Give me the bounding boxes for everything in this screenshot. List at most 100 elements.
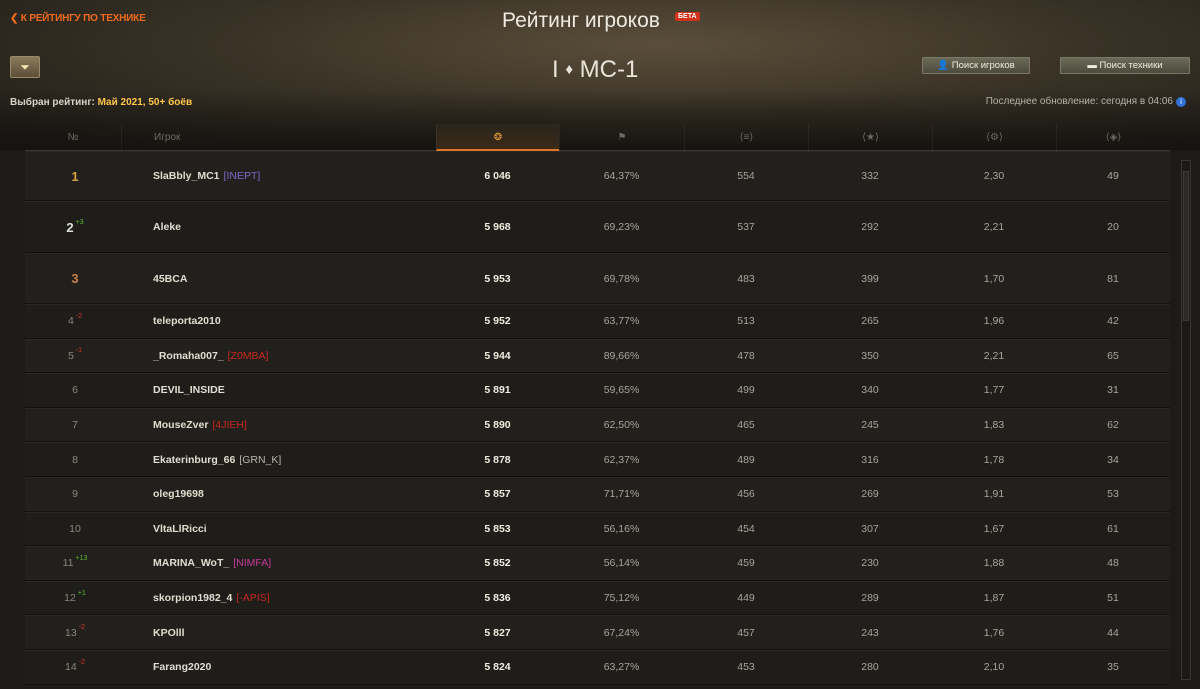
scrollbar-thumb[interactable] [1183, 171, 1189, 321]
damage-cell: 1,83 [983, 419, 1005, 432]
search-players-label: Поиск игроков [951, 60, 1015, 71]
rank-cell: 4 -2 [55, 305, 95, 338]
spotting-cell: 49 [1107, 170, 1119, 182]
player-cell[interactable]: _Romaha007_ [Z0MBA] [153, 340, 268, 373]
player-cell[interactable]: KPOlll [153, 616, 185, 649]
search-vehicles-label: Поиск техники [1099, 60, 1163, 71]
spotting-cell: 61 [1107, 522, 1119, 535]
filter-button[interactable]: ⏷ [10, 56, 40, 78]
table-row[interactable]: 14 -2 Farang2020 5 824 63,27% 453 280 2,10 3… [25, 649, 1170, 685]
spotting-cell: 42 [1107, 315, 1119, 328]
rank-number: 14 [65, 661, 77, 674]
rating-cell: 5 890 [484, 419, 511, 432]
player-name[interactable]: skorpion1982_4 [153, 592, 233, 605]
rating-cell: 5 891 [484, 384, 511, 397]
column-rating[interactable]: ❂ [436, 124, 559, 151]
player-cell[interactable]: skorpion1982_4 [-APIS] [153, 582, 270, 615]
player-cell[interactable]: teleporta2010 [153, 305, 221, 338]
column-experience[interactable]: ⟨★⟩ [808, 124, 932, 151]
spotting-cell: 20 [1107, 221, 1119, 233]
clan-tag[interactable]: [Z0MBA] [227, 349, 269, 362]
table-row[interactable]: 7 MouseZver [4JIEH] 5 890 62,50% 465 245 1,8… [25, 407, 1170, 443]
battles-cell: 449 [737, 592, 755, 605]
clan-tag[interactable]: [4JIEH] [212, 419, 247, 432]
tank-tier: I [552, 56, 559, 83]
damage-cell: 2,10 [983, 661, 1005, 674]
rank-cell: 2 +3 [55, 202, 95, 252]
player-name[interactable]: Ekaterinburg_66 [153, 453, 236, 466]
rank-cell: 5 -1 [55, 340, 95, 373]
clan-tag[interactable]: [-APIS] [236, 592, 270, 605]
damage-cell: 2,21 [983, 349, 1005, 362]
table-row[interactable]: 2 +3 Aleke 5 968 69,23% 537 292 2,21 20 [25, 201, 1170, 253]
column-damage[interactable]: ⟨⚙⟩ [932, 124, 1056, 151]
player-name[interactable]: MouseZver [153, 419, 209, 432]
player-cell[interactable]: MouseZver [4JIEH] [153, 409, 247, 442]
user-icon: 👤 [937, 60, 950, 71]
player-cell[interactable]: 45BCA [153, 254, 187, 303]
table-row[interactable]: 3 45BCA 5 953 69,78% 483 399 1,70 81 [25, 253, 1170, 304]
rating-cell: 5 827 [484, 626, 511, 639]
column-rank[interactable]: № [67, 132, 79, 143]
player-name[interactable]: SlaBbly_MC1 [153, 170, 220, 182]
table-row[interactable]: 5 -1 _Romaha007_ [Z0MBA] 5 944 89,66% 478 3… [25, 338, 1170, 374]
experience-cell: 399 [861, 272, 879, 285]
clan-tag[interactable]: [INEPT] [223, 170, 261, 182]
rank-number: 5 [67, 349, 74, 362]
player-cell[interactable]: VltaLlRicci [153, 513, 207, 546]
winrate-cell: 67,24% [603, 626, 640, 639]
player-name[interactable]: Aleke [153, 221, 182, 233]
experience-cell: 280 [861, 661, 879, 674]
scrollbar[interactable] [1181, 160, 1191, 680]
player-name[interactable]: VltaLlRicci [153, 522, 207, 535]
search-vehicles-button[interactable]: ▬ Поиск техники [1060, 57, 1190, 74]
player-name[interactable]: 45BCA [153, 272, 188, 285]
winrate-cell: 69,23% [603, 221, 640, 233]
column-winrate[interactable]: ⚑ [559, 124, 684, 151]
column-spotting[interactable]: ⟨◈⟩ [1056, 124, 1170, 151]
table-row[interactable]: 9 oleg19698 5 857 71,71% 456 269 1,91 53 [25, 476, 1170, 512]
experience-cell: 340 [861, 384, 879, 397]
rating-cell: 6 046 [484, 170, 511, 182]
player-name[interactable]: teleporta2010 [153, 315, 221, 328]
table-row[interactable]: 11 +13 MARINA_WoT_ [NIMFA] 5 852 56,14% 45… [25, 546, 1170, 581]
table-row[interactable]: 6 DEVIL_INSIDE 5 891 59,65% 499 340 1,77 31 [25, 373, 1170, 408]
player-name[interactable]: Farang2020 [153, 661, 212, 674]
search-players-button[interactable]: 👤 Поиск игроков [922, 57, 1030, 74]
table-row[interactable]: 12 +1 skorpion1982_4 [-APIS] 5 836 75,12%… [25, 580, 1170, 616]
battles-cell: 459 [737, 557, 755, 570]
player-cell[interactable]: MARINA_WoT_ [NIMFA] [153, 547, 271, 580]
rating-cell: 5 968 [484, 221, 511, 233]
player-name[interactable]: KPOlll [153, 626, 185, 639]
damage-cell: 2,30 [983, 170, 1005, 182]
spotting-cell: 44 [1107, 626, 1119, 639]
player-cell[interactable]: oleg19698 [153, 478, 204, 511]
star-icon: ⟨★⟩ [862, 132, 879, 143]
player-name[interactable]: DEVIL_INSIDE [153, 384, 225, 397]
clan-tag[interactable]: [GRN_K] [239, 453, 282, 466]
winrate-cell: 59,65% [603, 384, 640, 397]
info-icon[interactable]: i [1176, 97, 1186, 107]
clan-tag[interactable]: [NIMFA] [233, 557, 272, 570]
rank-number: 10 [69, 522, 81, 535]
damage-cell: 1,96 [983, 315, 1005, 328]
column-battles[interactable]: ⟨≡⟩ [684, 124, 808, 151]
player-cell[interactable]: Aleke [153, 202, 181, 252]
player-cell[interactable]: Ekaterinburg_66 [GRN_K] [153, 443, 281, 476]
player-cell[interactable]: DEVIL_INSIDE [153, 374, 225, 407]
player-cell[interactable]: Farang2020 [153, 651, 211, 684]
table-row[interactable]: 8 Ekaterinburg_66 [GRN_K] 5 878 62,37% 489… [25, 442, 1170, 477]
table-row[interactable]: 10 VltaLlRicci 5 853 56,16% 454 307 1,67 61 [25, 511, 1170, 547]
back-to-vehicle-rating-link[interactable]: ❮ К РЕЙТИНГУ ПО ТЕХНИКЕ [10, 13, 146, 24]
rating-cell: 5 944 [484, 349, 511, 362]
table-row[interactable]: 1 SlaBbly_MC1 [INEPT] 6 046 64,37% 554 332 2… [25, 151, 1170, 201]
player-name[interactable]: MARINA_WoT_ [153, 557, 230, 570]
beta-badge: БЕТА [675, 12, 700, 21]
table-row[interactable]: 13 -2 KPOlll 5 827 67,24% 457 243 1,76 44 [25, 615, 1170, 650]
player-cell[interactable]: SlaBbly_MC1 [INEPT] [153, 152, 260, 200]
rank-cell: 12 +1 [55, 582, 95, 615]
column-player[interactable]: Игрок [121, 124, 436, 151]
player-name[interactable]: oleg19698 [153, 488, 204, 501]
table-row[interactable]: 4 -2 teleporta2010 5 952 63,77% 513 265 1,9… [25, 304, 1170, 339]
player-name[interactable]: _Romaha007_ [153, 349, 224, 362]
